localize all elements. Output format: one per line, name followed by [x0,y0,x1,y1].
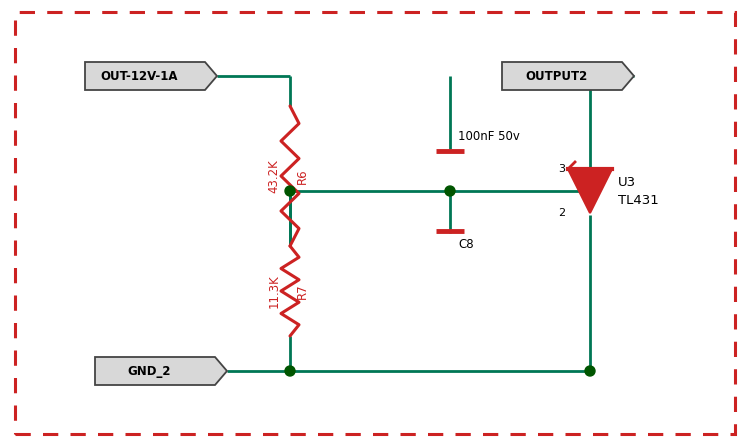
Polygon shape [85,62,217,90]
Text: C8: C8 [458,239,474,252]
Text: 100nF 50v: 100nF 50v [458,131,520,144]
Polygon shape [95,357,227,385]
Circle shape [285,186,295,196]
Text: 2: 2 [558,208,565,218]
Text: OUT-12V-1A: OUT-12V-1A [100,70,178,83]
Text: TL431: TL431 [618,194,658,207]
Polygon shape [502,62,634,90]
Text: R7: R7 [296,283,308,299]
Text: 43.2K: 43.2K [268,159,280,193]
Text: U3: U3 [618,177,636,190]
Text: R6: R6 [296,168,308,184]
Text: OUTPUT2: OUTPUT2 [525,70,587,83]
Polygon shape [568,169,612,213]
Text: GND_2: GND_2 [128,364,171,377]
Text: 11.3K: 11.3K [268,274,280,308]
Circle shape [445,186,455,196]
Circle shape [585,366,595,376]
Text: 3: 3 [558,164,565,174]
Circle shape [285,366,295,376]
Circle shape [585,71,595,81]
